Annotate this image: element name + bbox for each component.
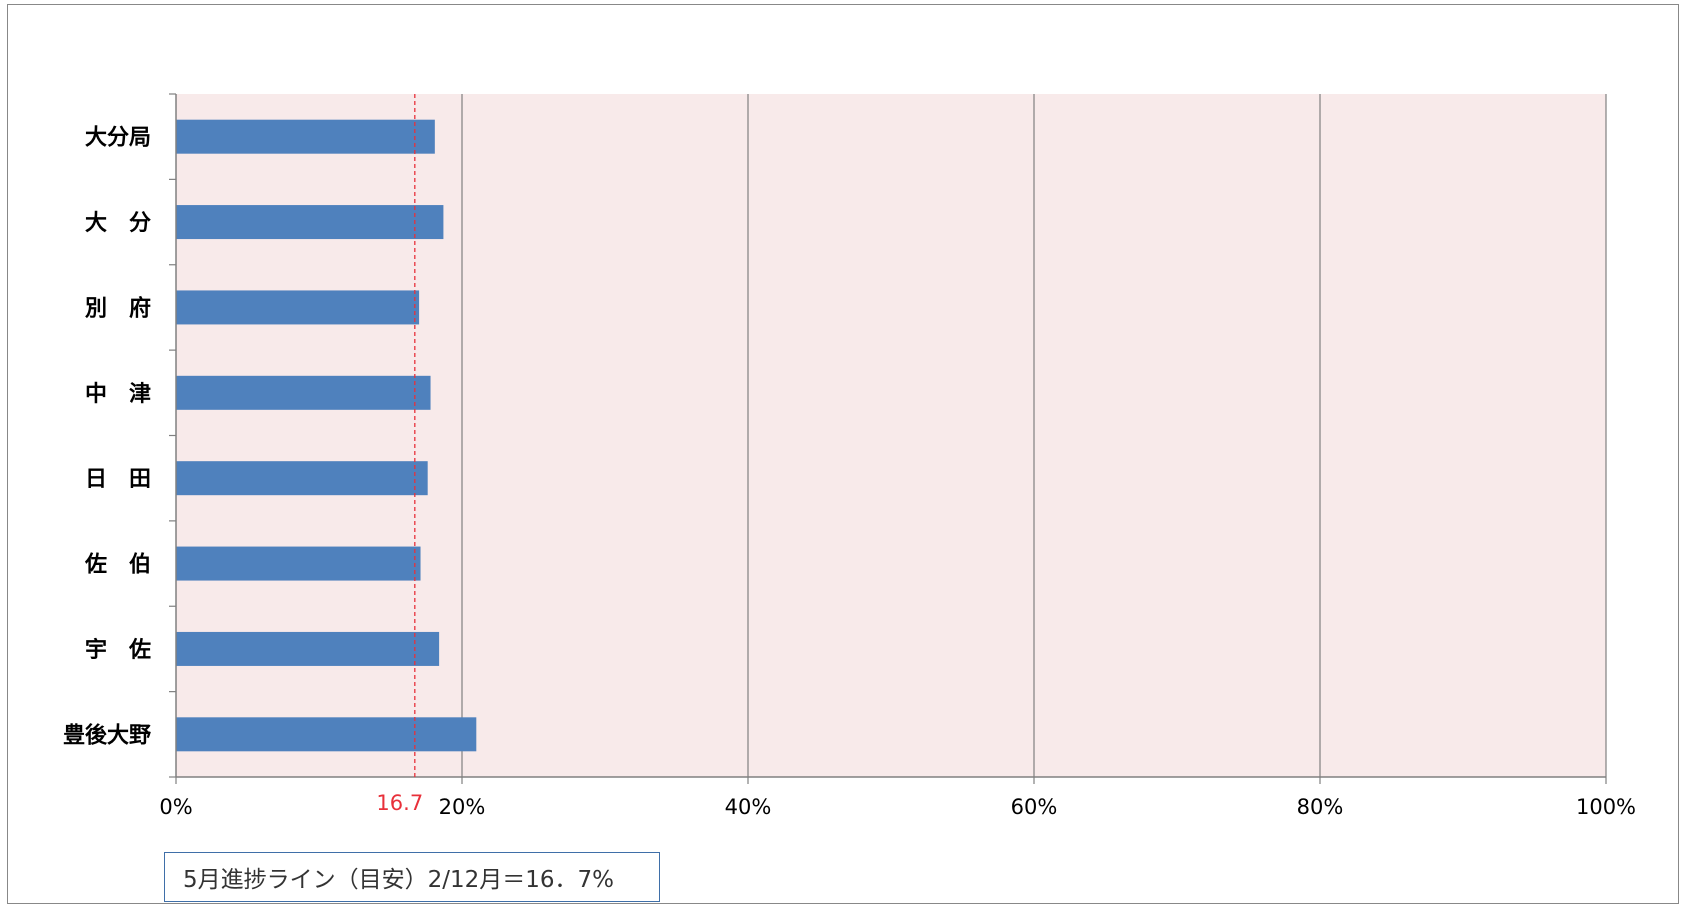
bar (176, 119, 435, 154)
bar (176, 717, 477, 752)
category-label: 別 府 (85, 295, 151, 321)
bar (176, 631, 440, 666)
category-label: 佐 伯 (84, 552, 151, 578)
reference-line-label: 16.7 (376, 791, 423, 815)
bar (176, 546, 421, 581)
chart-frame: 大分局大 分別 府中 津日 田佐 伯宇 佐豊後大野 0% 20% 40% 60% 80% 1… (7, 4, 1679, 904)
x-tick-label: 20% (439, 795, 486, 819)
bar (176, 461, 428, 496)
annotation-text: 5月進捗ライン（目安）2/12月＝16．7% (183, 867, 615, 893)
x-tick-label: 0% (159, 795, 192, 819)
bars (176, 119, 477, 752)
category-label: 大 分 (85, 211, 151, 236)
plot-area (176, 94, 1606, 777)
category-label: 宇 佐 (85, 637, 151, 663)
category-label: 豊後大野 (63, 722, 151, 748)
x-tick-label: 80% (1297, 795, 1344, 819)
x-tick-label: 100% (1576, 795, 1636, 819)
reference-line-group: 16.7 (376, 94, 423, 815)
category-label: 中 津 (85, 381, 151, 407)
bar (176, 205, 444, 240)
category-label: 日 田 (85, 467, 151, 492)
bar (176, 290, 420, 325)
annotation-box: 5月進捗ライン（目安）2/12月＝16．7% (164, 852, 660, 902)
category-label: 大分局 (85, 126, 151, 151)
bar (176, 375, 431, 410)
x-tick-label: 40% (725, 795, 772, 819)
x-tick-label: 60% (1011, 795, 1058, 819)
grid-lines (461, 94, 1607, 777)
